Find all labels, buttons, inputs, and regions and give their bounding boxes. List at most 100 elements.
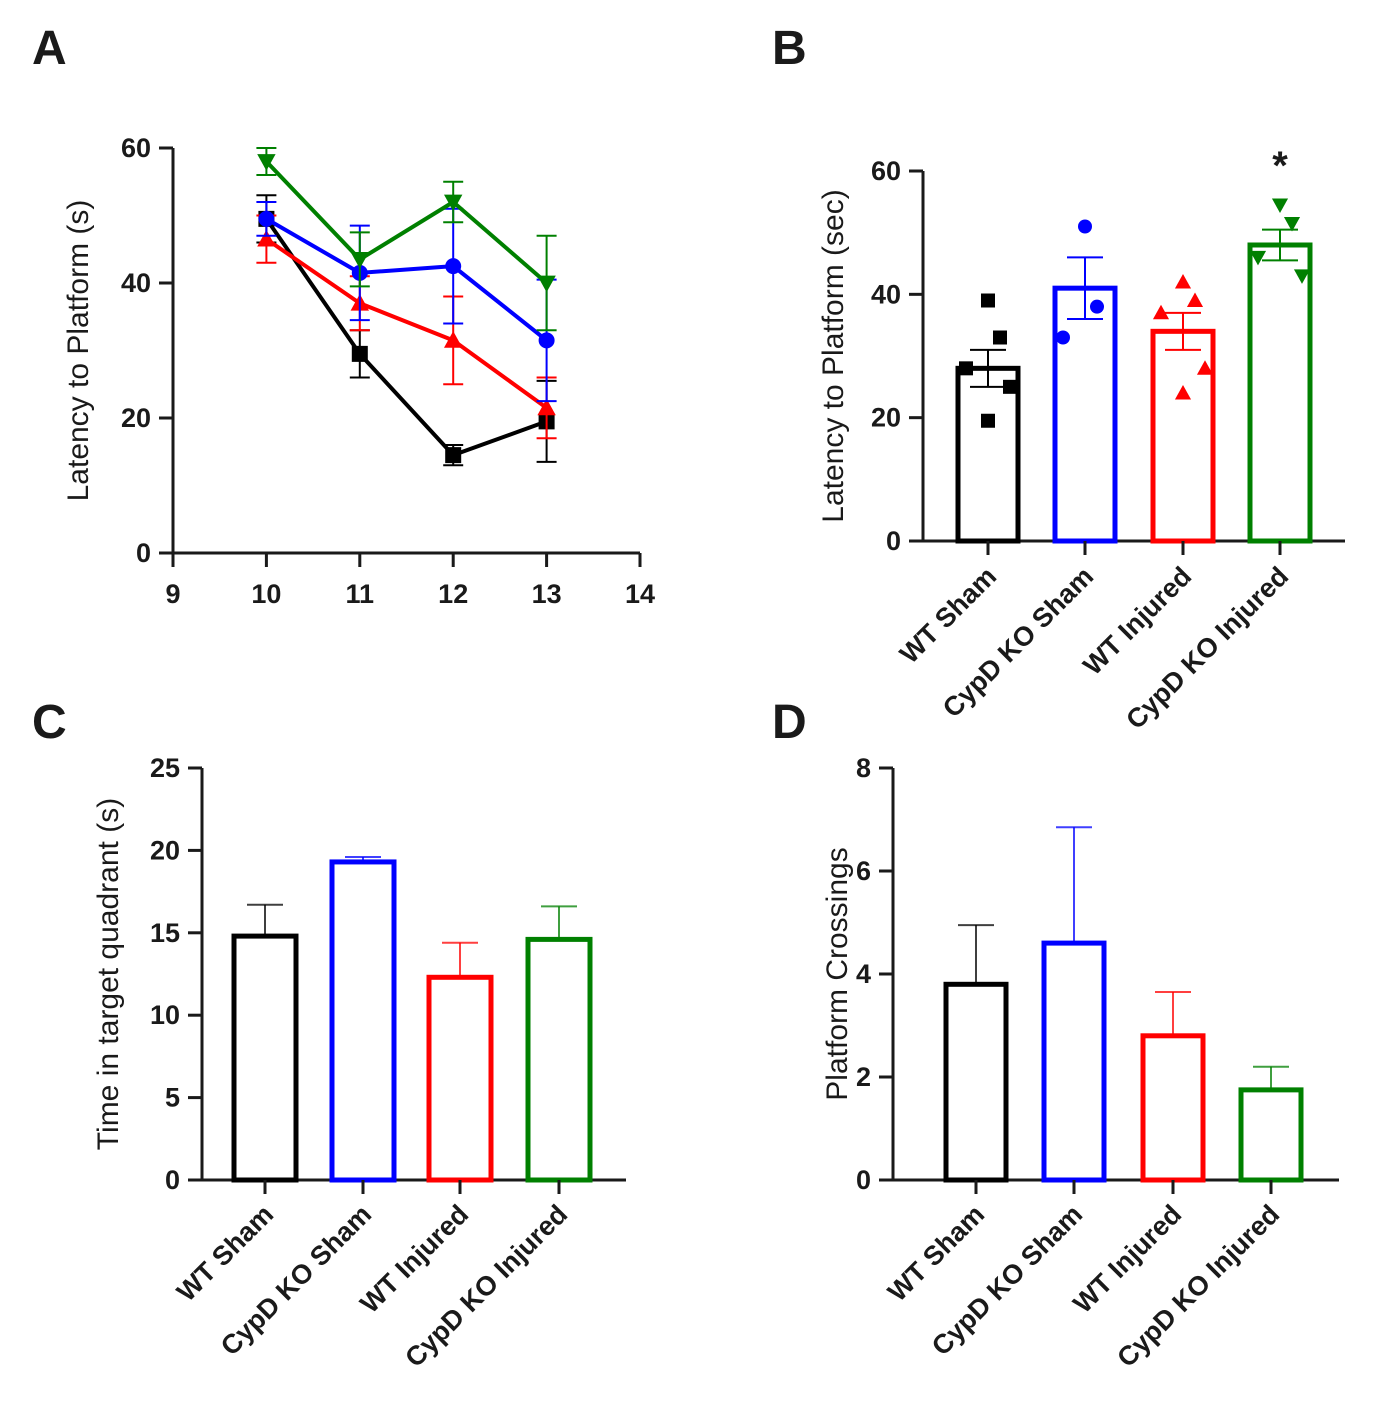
series-line [264, 217, 548, 458]
category-label: CypD KO Injured [1111, 1199, 1285, 1373]
y-tick-label: 0 [136, 538, 151, 568]
panel-letter: D [772, 696, 807, 749]
bar-group-wt-sham [943, 924, 1009, 1183]
panel-a-line-chart: A 0 20 40 60 Latency to Platform (s) 9 10 11 12 13… [32, 22, 655, 609]
y-tick-label: 40 [121, 268, 151, 298]
data-point [445, 447, 462, 464]
data-point [537, 398, 556, 416]
individual-point [1293, 269, 1311, 284]
bar [1052, 285, 1118, 544]
category-label: CypD KO Injured [399, 1199, 573, 1373]
y-tick-label: 10 [150, 1000, 180, 1030]
series-line [264, 160, 548, 285]
y-tick-label: 15 [150, 918, 180, 948]
y-tick-label: 5 [165, 1083, 180, 1113]
bar-group-wt-injured [1150, 273, 1216, 544]
data-point [445, 258, 462, 275]
individual-point [993, 330, 1007, 345]
y-axis-title: Time in target quadrant (s) [92, 798, 125, 1150]
x-tick-label: 10 [251, 579, 281, 609]
y-tick-label: 0 [886, 526, 901, 556]
series-line [265, 237, 548, 410]
y-tick-label: 0 [165, 1165, 180, 1195]
data-point [537, 275, 556, 293]
bar-group-cypd-ko-injured [525, 905, 593, 1183]
series-wt-sham [256, 194, 557, 467]
bar [1238, 1087, 1304, 1183]
data-point [351, 345, 368, 362]
individual-point [981, 293, 995, 308]
individual-point [981, 413, 995, 428]
bar [1041, 940, 1107, 1183]
bar-group-cypd-ko-sham [329, 855, 397, 1183]
individual-point [959, 361, 973, 376]
series-cypd-ko-injured [256, 147, 557, 332]
individual-point [1090, 299, 1104, 314]
individual-point [1186, 292, 1204, 307]
bar [525, 936, 593, 1183]
bar-group-wt-sham [231, 903, 299, 1183]
individual-point [1174, 273, 1192, 289]
individual-point [1152, 304, 1170, 320]
data-point [444, 194, 463, 212]
bar [231, 933, 299, 1183]
bar-group-cypd-ko-sham [1041, 826, 1107, 1183]
bar-group-cypd-ko-injured [1238, 1065, 1304, 1183]
bar-group-wt-injured [1140, 991, 1206, 1183]
y-axis-title: Platform Crossings [821, 847, 854, 1100]
y-tick-label: 60 [871, 156, 901, 186]
y-tick-label: 20 [121, 403, 151, 433]
bar [426, 974, 494, 1183]
bar [1247, 242, 1313, 544]
y-tick-label: 25 [150, 753, 180, 783]
x-tick-label: 14 [625, 579, 655, 609]
bar [943, 981, 1009, 1183]
individual-point [1003, 379, 1017, 394]
panel-letter: A [32, 22, 67, 75]
individual-point [1271, 198, 1289, 213]
individual-point [1249, 250, 1267, 266]
data-point [538, 332, 555, 349]
bar-group-wt-sham [955, 293, 1021, 544]
bar [329, 859, 397, 1183]
data-point [258, 210, 275, 227]
x-tick-label: 11 [346, 579, 375, 609]
y-tick-label: 60 [121, 133, 151, 163]
category-label: CypD KO Injured [1120, 561, 1294, 735]
bar [955, 365, 1021, 544]
data-point [257, 154, 276, 171]
y-axis-title: Latency to Platform (s) [62, 200, 95, 502]
bar-group-cypd-ko-sham [1052, 219, 1118, 544]
individual-point [1196, 360, 1214, 375]
x-tick-label: 9 [165, 579, 180, 609]
y-tick-label: 6 [856, 856, 871, 886]
y-axis-title: Latency to Platform (sec) [817, 189, 850, 522]
data-point [350, 252, 369, 269]
bar-group-wt-injured [426, 941, 494, 1183]
y-tick-label: 40 [871, 279, 901, 309]
y-tick-label: 4 [856, 959, 871, 989]
individual-point [1056, 330, 1070, 345]
bar-group-cypd-ko-injured [1247, 198, 1313, 544]
y-tick-label: 0 [856, 1165, 871, 1195]
y-tick-label: 8 [856, 753, 871, 783]
y-tick-label: 2 [856, 1062, 871, 1092]
bar [1140, 1033, 1206, 1183]
panel-letter: B [772, 22, 807, 75]
x-tick-label: 13 [532, 579, 562, 609]
panel-letter: C [32, 696, 67, 749]
significance-marker: * [1272, 144, 1288, 188]
data-point [444, 331, 463, 348]
series-line [265, 217, 548, 342]
x-tick-label: 12 [438, 579, 468, 609]
individual-point [1283, 216, 1301, 232]
individual-point [1078, 219, 1092, 234]
y-tick-label: 20 [150, 835, 180, 865]
y-tick-label: 20 [871, 403, 901, 433]
individual-point [1174, 384, 1192, 400]
data-point [257, 229, 276, 247]
